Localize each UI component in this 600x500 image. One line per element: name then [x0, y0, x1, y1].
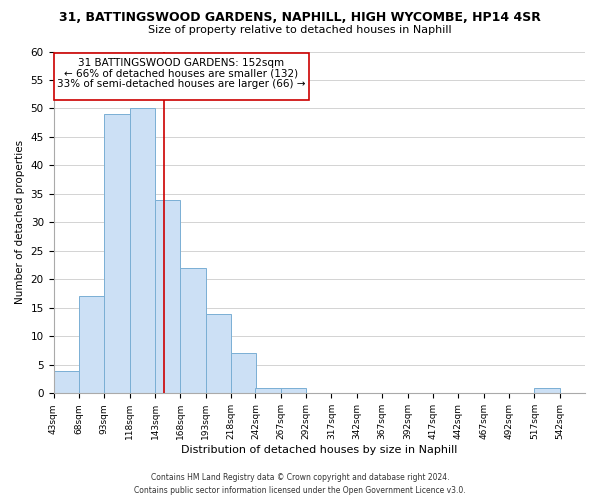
X-axis label: Distribution of detached houses by size in Naphill: Distribution of detached houses by size … [181, 445, 457, 455]
Bar [79, 296, 104, 394]
Bar [256, 388, 281, 394]
Y-axis label: Number of detached properties: Number of detached properties [15, 140, 25, 304]
Bar [206, 314, 231, 394]
Bar [155, 200, 181, 394]
Bar [53, 52, 309, 100]
Bar [181, 268, 206, 394]
Bar [231, 354, 256, 394]
Bar [534, 388, 560, 394]
Bar [53, 370, 79, 394]
Text: Contains HM Land Registry data © Crown copyright and database right 2024.
Contai: Contains HM Land Registry data © Crown c… [134, 474, 466, 495]
Text: 31, BATTINGSWOOD GARDENS, NAPHILL, HIGH WYCOMBE, HP14 4SR: 31, BATTINGSWOOD GARDENS, NAPHILL, HIGH … [59, 11, 541, 24]
Bar [130, 108, 155, 394]
Text: Size of property relative to detached houses in Naphill: Size of property relative to detached ho… [148, 25, 452, 35]
Text: 31 BATTINGSWOOD GARDENS: 152sqm: 31 BATTINGSWOOD GARDENS: 152sqm [78, 58, 284, 68]
Bar [281, 388, 306, 394]
Bar [104, 114, 130, 394]
Text: ← 66% of detached houses are smaller (132): ← 66% of detached houses are smaller (13… [64, 68, 298, 78]
Text: 33% of semi-detached houses are larger (66) →: 33% of semi-detached houses are larger (… [57, 80, 305, 90]
